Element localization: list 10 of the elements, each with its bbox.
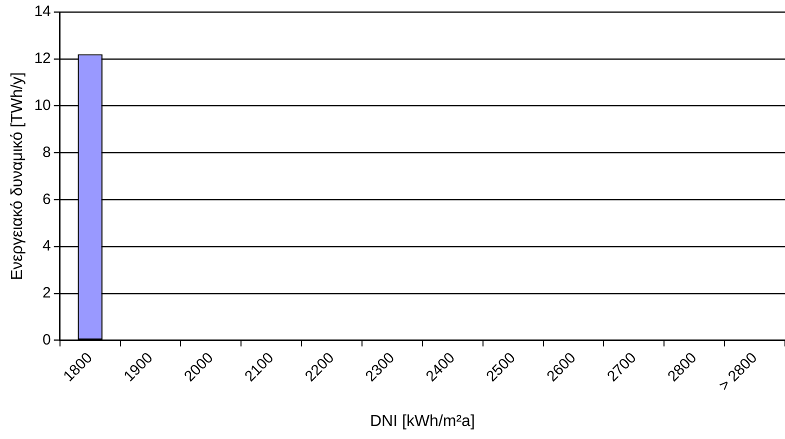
y-tick-label: 0 [42,331,51,348]
y-tick-label: 6 [42,190,51,208]
y-tick-label: 2 [42,284,51,302]
y-tick-label: 4 [42,238,51,255]
y-tick-label: 8 [42,144,51,161]
y-tick-label: 14 [34,3,51,20]
y-tick-label: 10 [34,96,51,114]
y-tick-label: 12 [34,50,51,68]
y-axis-title: Ενεργειακό δυναμικό [TWh/y] [9,72,26,280]
x-axis-title: DNI [kWh/m²a] [370,412,475,430]
